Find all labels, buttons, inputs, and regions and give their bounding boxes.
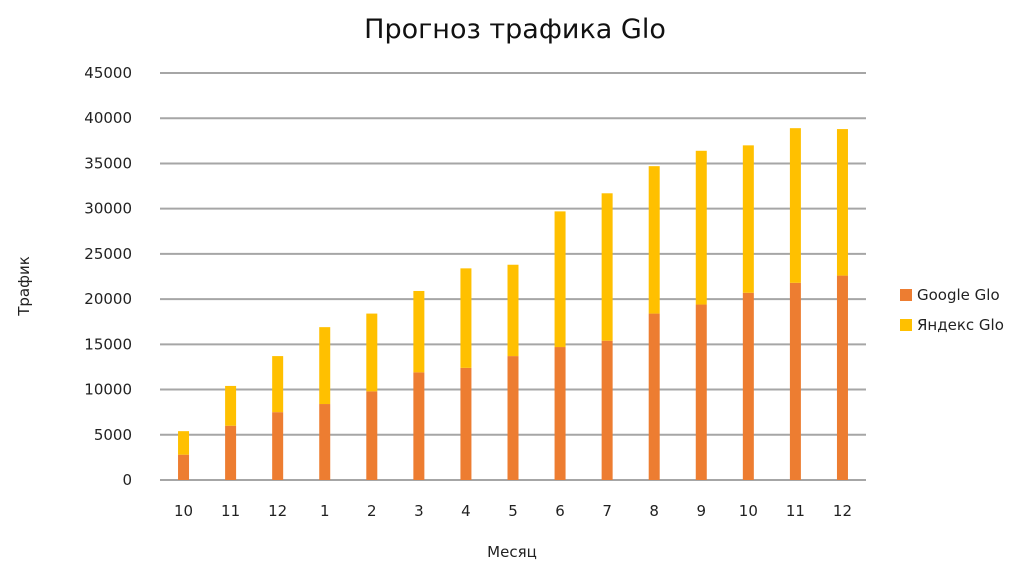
y-tick-label: 25000 [84,245,132,263]
x-tick-label: 11 [786,502,805,520]
bar-yandex [272,356,284,413]
bar-yandex [648,166,660,314]
x-axis-ticks: 10 11 12 1 2 3 4 5 6 7 8 9 10 11 12 [174,502,852,520]
bar-google [836,275,848,480]
x-axis-label: Месяц [487,543,537,561]
bar-google [695,304,707,480]
chart-title: Прогноз трафика Glo [364,14,666,45]
bar-yandex [460,268,472,368]
y-tick-label: 20000 [84,290,132,308]
bar-google [319,404,331,480]
bar-yandex [789,128,801,283]
y-axis-ticks: 0 5000 10000 15000 20000 25000 30000 35000 40000… [84,64,132,489]
bar-yandex [413,290,425,373]
x-tick-label: 7 [602,502,612,520]
x-tick-label: 1 [320,502,330,520]
bar-google [272,412,284,480]
x-tick-label: 10 [174,502,193,520]
bar-yandex [742,145,754,293]
bar-google [742,292,754,480]
bar-yandex [554,211,566,348]
bar-google [789,282,801,480]
y-tick-label: 0 [122,471,132,489]
bar-google [225,425,237,480]
x-tick-label: 12 [833,502,852,520]
y-tick-label: 40000 [84,109,132,127]
bar-google [648,313,660,480]
y-tick-label: 15000 [84,335,132,353]
legend-label: Google Glo [917,286,1000,304]
bar-yandex [366,313,378,392]
y-tick-label: 35000 [84,154,132,172]
bar-google [366,391,378,480]
bar-google [460,367,472,480]
bar-yandex [507,264,519,357]
bar-yandex [178,431,190,455]
y-tick-label: 30000 [84,200,132,218]
x-tick-label: 10 [739,502,758,520]
bar-yandex [695,150,707,305]
bar-yandex [836,129,848,276]
x-tick-label: 11 [221,502,240,520]
y-tick-label: 5000 [94,426,132,444]
bar-yandex [319,327,331,405]
x-tick-label: 5 [508,502,518,520]
bars [178,128,848,480]
bar-yandex [225,385,237,426]
legend-label: Яндекс Glo [917,316,1004,334]
y-axis-label: Трафик [15,256,33,317]
bar-google [554,347,566,480]
x-tick-label: 2 [367,502,377,520]
x-tick-label: 9 [696,502,706,520]
bar-google [507,356,519,480]
x-tick-label: 4 [461,502,471,520]
x-tick-label: 12 [268,502,287,520]
legend: Google Glo Яндекс Glo [900,286,1004,334]
bar-yandex [601,193,613,341]
bar-google [178,454,190,480]
bar-google [601,340,613,480]
legend-swatch [900,289,912,301]
x-tick-label: 3 [414,502,424,520]
bar-google [413,372,425,480]
x-tick-label: 8 [649,502,659,520]
y-tick-label: 45000 [84,64,132,82]
legend-swatch [900,319,912,331]
y-tick-label: 10000 [84,381,132,399]
x-tick-label: 6 [555,502,565,520]
